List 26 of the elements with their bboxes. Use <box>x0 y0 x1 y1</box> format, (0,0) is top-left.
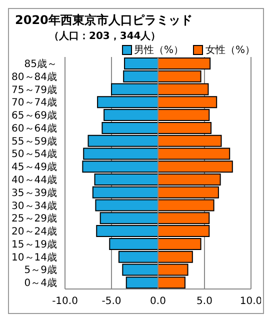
y-tick-label: 40～44歳 <box>12 174 57 186</box>
y-tick-label: 85歳～ <box>24 58 57 70</box>
x-tick-label: 0.0 <box>150 296 166 308</box>
x-tick-label: -5.0 <box>102 296 122 308</box>
chart-title: 2020年西東京市人口ピラミッド <box>15 12 194 29</box>
y-tick-label: 35～39歳 <box>12 186 57 199</box>
legend-label: 女性（%） <box>205 44 255 57</box>
y-tick-label: 30～34歳 <box>12 200 57 212</box>
y-tick-label: 45～49歳 <box>12 161 57 174</box>
y-tick-label: 15～19歳 <box>12 238 57 250</box>
x-tick-label: -10.0 <box>52 296 78 308</box>
y-tick-label: 50～54歳 <box>12 148 57 160</box>
y-tick-label: 70～74歳 <box>12 96 57 109</box>
y-tick-label: 25～29歳 <box>12 212 57 225</box>
y-tick-label: 75～79歳 <box>12 84 57 96</box>
y-tick-label: 65～69歳 <box>12 110 57 122</box>
y-tick-label: 80～84歳 <box>12 70 57 83</box>
y-tick-label: 5～9歳 <box>24 264 57 276</box>
chart-subtitle: （人口：203，344人） <box>49 30 162 43</box>
y-tick-label: 10～14歳 <box>12 251 57 264</box>
x-tick-label: 5.0 <box>196 296 212 308</box>
y-tick-label: 55～59歳 <box>12 135 57 148</box>
y-tick-label: 20～24歳 <box>12 226 57 238</box>
y-tick-label: 60～64歳 <box>12 122 57 134</box>
legend-label: 男性（%） <box>134 44 184 57</box>
y-tick-label: 0～4歳 <box>24 277 57 290</box>
